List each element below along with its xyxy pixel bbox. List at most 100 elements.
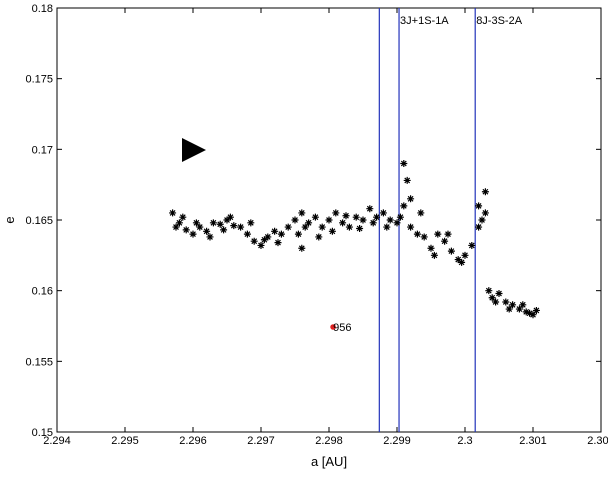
data-point — [441, 237, 449, 245]
data-point — [260, 236, 268, 244]
data-point — [203, 227, 211, 235]
data-point — [274, 239, 282, 247]
data-point — [393, 219, 401, 227]
data-point — [182, 226, 190, 234]
resonance-label: 8J-3S-2A — [476, 15, 523, 27]
data-point — [529, 311, 537, 319]
data-point — [403, 176, 411, 184]
x-tick-label: 2.3 — [457, 435, 472, 447]
data-point — [301, 223, 309, 231]
data-point — [400, 159, 408, 167]
data-point — [413, 230, 421, 238]
data-point — [345, 223, 353, 231]
data-point — [311, 213, 319, 221]
data-point — [532, 306, 540, 314]
data-point — [243, 230, 251, 238]
x-tick-label: 2.302 — [587, 435, 608, 447]
x-tick-label: 2.296 — [179, 435, 207, 447]
data-point — [461, 251, 469, 259]
data-point — [284, 223, 292, 231]
data-point — [468, 241, 476, 249]
data-point — [179, 213, 187, 221]
data-point — [458, 258, 466, 266]
y-tick-label: 0.165 — [25, 215, 53, 227]
y-tick-label: 0.18 — [32, 3, 53, 15]
data-point — [383, 223, 391, 231]
data-point — [250, 237, 258, 245]
data-point — [519, 301, 527, 309]
data-point — [172, 223, 180, 231]
data-point — [209, 219, 217, 227]
data-point — [430, 251, 438, 259]
data-point — [379, 209, 387, 217]
data-point — [223, 216, 231, 224]
data-point — [257, 241, 265, 249]
y-tick-label: 0.15 — [32, 427, 53, 439]
data-point — [206, 233, 214, 241]
data-point — [427, 244, 435, 252]
x-tick-label: 2.301 — [519, 435, 547, 447]
data-point — [478, 216, 486, 224]
data-point — [481, 209, 489, 217]
data-point — [294, 230, 302, 238]
data-point — [339, 219, 347, 227]
x-tick-label: 2.298 — [315, 435, 343, 447]
data-point — [220, 226, 228, 234]
data-point — [488, 294, 496, 302]
data-point — [216, 220, 224, 228]
data-point — [417, 209, 425, 217]
data-point — [420, 233, 428, 241]
data-point — [475, 202, 483, 210]
y-tick-label: 0.17 — [32, 144, 53, 156]
data-point — [396, 213, 404, 221]
x-tick-label: 2.294 — [43, 435, 71, 447]
x-axis-label: a [AU] — [311, 454, 347, 469]
data-point — [291, 216, 299, 224]
data-point — [175, 219, 183, 227]
data-point — [505, 305, 513, 313]
data-point — [502, 298, 510, 306]
data-point — [373, 213, 381, 221]
data-point — [230, 222, 238, 230]
data-point — [192, 219, 200, 227]
data-point — [434, 230, 442, 238]
highlight-label: 956 — [333, 322, 351, 334]
data-point — [328, 227, 336, 235]
data-point — [318, 223, 326, 231]
data-point — [277, 230, 285, 238]
data-point — [444, 230, 452, 238]
data-point — [407, 195, 415, 203]
data-point — [495, 289, 503, 297]
x-tick-label: 2.295 — [111, 435, 139, 447]
data-point — [332, 209, 340, 217]
data-point — [356, 224, 364, 232]
x-tick-label: 2.297 — [247, 435, 275, 447]
data-point — [407, 223, 415, 231]
play-marker — [182, 138, 206, 162]
data-point — [189, 230, 197, 238]
resonance-label: 3J+1S-1A — [400, 15, 449, 27]
data-point — [369, 219, 377, 227]
data-point — [400, 202, 408, 210]
data-point — [342, 212, 350, 220]
data-point — [226, 213, 234, 221]
data-point — [485, 287, 493, 295]
data-point — [298, 209, 306, 217]
data-point — [526, 309, 534, 317]
data-point — [447, 247, 455, 255]
highlight-point — [330, 324, 336, 330]
data-point — [366, 205, 374, 213]
data-point — [237, 223, 245, 231]
data-point — [475, 223, 483, 231]
data-point — [454, 256, 462, 264]
y-tick-label: 0.175 — [25, 74, 53, 86]
data-point — [196, 223, 204, 231]
data-point — [481, 188, 489, 196]
data-point — [305, 219, 313, 227]
data-point — [247, 219, 255, 227]
data-point — [492, 298, 500, 306]
data-point — [298, 244, 306, 252]
data-point — [271, 227, 279, 235]
x-tick-label: 2.299 — [383, 435, 411, 447]
data-point — [352, 213, 360, 221]
